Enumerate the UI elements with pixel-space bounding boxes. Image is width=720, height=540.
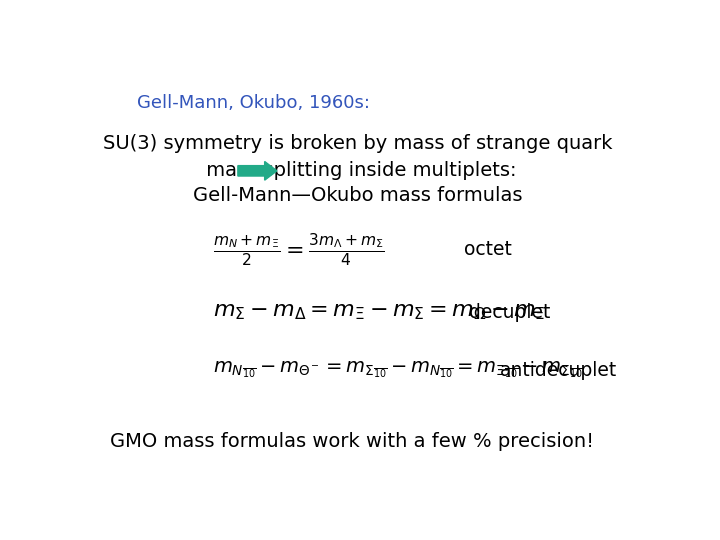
- Text: mass splitting inside multiplets:: mass splitting inside multiplets:: [199, 161, 516, 180]
- Text: SU(3) symmetry is broken by mass of strange quark: SU(3) symmetry is broken by mass of stra…: [103, 134, 613, 153]
- Text: octet: octet: [464, 240, 512, 259]
- Text: decuplet: decuplet: [469, 303, 551, 322]
- FancyArrow shape: [238, 161, 277, 180]
- Text: antidecuplet: antidecuplet: [500, 361, 617, 380]
- Text: $\frac{m_N + m_\Xi}{2} = \frac{3m_\Lambda + m_\Sigma}{4}$: $\frac{m_N + m_\Xi}{2} = \frac{3m_\Lambd…: [213, 231, 384, 268]
- Text: $m_\Sigma - m_\Delta = m_\Xi - m_\Sigma = m_\Omega - m_\Xi$: $m_\Sigma - m_\Delta = m_\Xi - m_\Sigma …: [213, 302, 545, 322]
- Text: Gell-Mann—Okubo mass formulas: Gell-Mann—Okubo mass formulas: [193, 186, 523, 205]
- Text: Gell-Mann, Okubo, 1960s:: Gell-Mann, Okubo, 1960s:: [138, 94, 370, 112]
- Text: $m_{N_{\overline{10}}} - m_{\Theta^-} = m_{\Sigma_{\overline{10}}} - m_{N_{\over: $m_{N_{\overline{10}}} - m_{\Theta^-} = …: [213, 360, 583, 381]
- Text: GMO mass formulas work with a few % precision!: GMO mass formulas work with a few % prec…: [110, 431, 594, 450]
